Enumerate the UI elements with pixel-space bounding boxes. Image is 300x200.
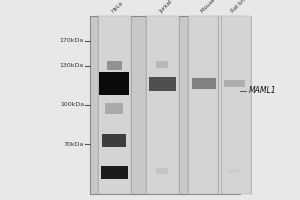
Text: 100kDa: 100kDa — [60, 102, 84, 108]
Bar — [146, 16, 178, 194]
Bar — [228, 169, 240, 173]
Bar — [224, 80, 244, 87]
Text: 130kDa: 130kDa — [60, 63, 84, 68]
Text: MAML1: MAML1 — [249, 86, 277, 95]
Bar — [192, 78, 216, 89]
Bar — [218, 16, 250, 194]
Bar — [105, 103, 123, 114]
Bar — [100, 166, 127, 179]
Bar — [148, 77, 176, 91]
Bar — [99, 72, 129, 95]
Text: Jurkat: Jurkat — [158, 0, 173, 14]
Text: Rat brain: Rat brain — [230, 0, 252, 14]
Bar — [188, 16, 220, 194]
Bar — [156, 60, 168, 68]
Text: 170kDa: 170kDa — [60, 38, 84, 43]
Bar — [90, 16, 240, 194]
Text: HeLa: HeLa — [110, 1, 124, 14]
Bar — [98, 16, 130, 194]
Text: Mouse brain: Mouse brain — [200, 0, 228, 14]
Bar — [106, 61, 122, 70]
Bar — [156, 168, 168, 174]
Text: 70kDa: 70kDa — [64, 142, 84, 147]
Bar — [102, 134, 126, 147]
